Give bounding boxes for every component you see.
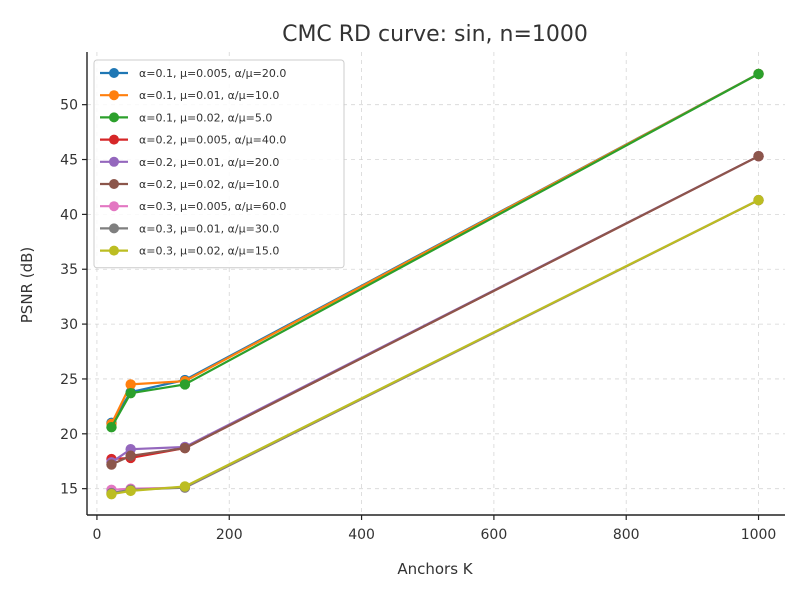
data-point bbox=[125, 485, 136, 497]
data-point bbox=[125, 379, 136, 390]
x-tick-label: 0 bbox=[92, 527, 101, 543]
y-axis-label: PSNR (dB) bbox=[18, 247, 36, 324]
y-tick-label: 50 bbox=[60, 98, 78, 114]
x-tick-label: 200 bbox=[216, 527, 243, 543]
legend-box bbox=[93, 59, 345, 269]
legend-marker bbox=[109, 134, 119, 145]
data-point bbox=[753, 194, 764, 206]
legend-label: α=0.3, μ=0.02, α/μ=15.0 bbox=[139, 245, 279, 258]
legend-marker bbox=[109, 179, 119, 189]
x-tick-label: 400 bbox=[348, 527, 375, 543]
grid-layer bbox=[87, 52, 785, 515]
x-tick-label: 600 bbox=[481, 527, 508, 543]
legend-item-5: α=0.2, μ=0.01, α/μ=20.0 bbox=[100, 156, 279, 169]
series-6 bbox=[106, 151, 764, 470]
data-point bbox=[106, 459, 117, 470]
series-3 bbox=[106, 68, 764, 433]
data-point bbox=[179, 442, 191, 454]
legend-marker bbox=[109, 156, 119, 167]
legend-label: α=0.2, μ=0.02, α/μ=10.0 bbox=[139, 178, 279, 191]
legend-item-1: α=0.1, μ=0.005, α/μ=20.0 bbox=[100, 67, 286, 80]
data-point bbox=[753, 68, 764, 80]
legend-item-8: α=0.3, μ=0.01, α/μ=30.0 bbox=[100, 222, 279, 235]
y-tick-label: 15 bbox=[60, 482, 78, 498]
y-tick-label: 25 bbox=[60, 372, 78, 388]
legend-item-6: α=0.2, μ=0.02, α/μ=10.0 bbox=[100, 178, 279, 191]
chart-title: CMC RD curve: sin, n=1000 bbox=[282, 22, 588, 47]
legend-item-9: α=0.3, μ=0.02, α/μ=15.0 bbox=[100, 245, 279, 258]
legend: α=0.1, μ=0.005, α/μ=20.0 α=0.1, μ=0.01, α… bbox=[93, 59, 345, 269]
legend-label: α=0.3, μ=0.005, α/μ=60.0 bbox=[139, 200, 286, 213]
series-line bbox=[111, 199, 759, 496]
legend-item-2: α=0.1, μ=0.01, α/μ=10.0 bbox=[100, 89, 279, 102]
data-point bbox=[125, 450, 136, 461]
legend-label: α=0.1, μ=0.005, α/μ=20.0 bbox=[139, 67, 286, 80]
y-tick-label: 35 bbox=[60, 262, 78, 278]
x-axis-label: Anchors K bbox=[397, 560, 473, 578]
x-tick-label: 1000 bbox=[741, 527, 777, 543]
data-point bbox=[179, 379, 191, 390]
series-line bbox=[110, 72, 760, 428]
legend-label: α=0.1, μ=0.01, α/μ=10.0 bbox=[139, 89, 279, 102]
y-tick-label: 40 bbox=[60, 207, 78, 223]
data-point bbox=[125, 388, 136, 399]
axes-layer: 0 200 400 600 800 1000 15 20 25 30 35 40 45 50 bbox=[60, 52, 785, 543]
legend-item-7: α=0.3, μ=0.005, α/μ=60.0 bbox=[100, 200, 286, 213]
legend-label: α=0.1, μ=0.02, α/μ=5.0 bbox=[139, 111, 272, 124]
legend-marker bbox=[109, 68, 119, 78]
series-layer bbox=[106, 68, 764, 500]
series-line bbox=[111, 155, 759, 466]
legend-label: α=0.3, μ=0.01, α/μ=30.0 bbox=[139, 222, 279, 235]
series-9 bbox=[106, 194, 764, 500]
series-line bbox=[110, 72, 760, 425]
legend-label: α=0.2, μ=0.005, α/μ=40.0 bbox=[139, 134, 286, 147]
data-point bbox=[106, 422, 117, 433]
y-tick-label: 45 bbox=[60, 153, 78, 169]
legend-item-4: α=0.2, μ=0.005, α/μ=40.0 bbox=[100, 134, 286, 147]
legend-item-3: α=0.1, μ=0.02, α/μ=5.0 bbox=[100, 111, 272, 124]
data-point bbox=[179, 481, 191, 492]
legend-marker bbox=[109, 245, 119, 256]
data-point bbox=[106, 488, 117, 500]
y-tick-label: 20 bbox=[60, 427, 78, 443]
x-tick-label: 800 bbox=[613, 527, 640, 543]
legend-marker bbox=[109, 112, 119, 123]
legend-marker bbox=[109, 90, 119, 101]
data-point bbox=[753, 151, 764, 162]
legend-marker bbox=[109, 201, 119, 212]
legend-label: α=0.2, μ=0.01, α/μ=20.0 bbox=[139, 156, 279, 169]
legend-marker bbox=[109, 223, 119, 234]
y-tick-label: 30 bbox=[60, 317, 78, 333]
